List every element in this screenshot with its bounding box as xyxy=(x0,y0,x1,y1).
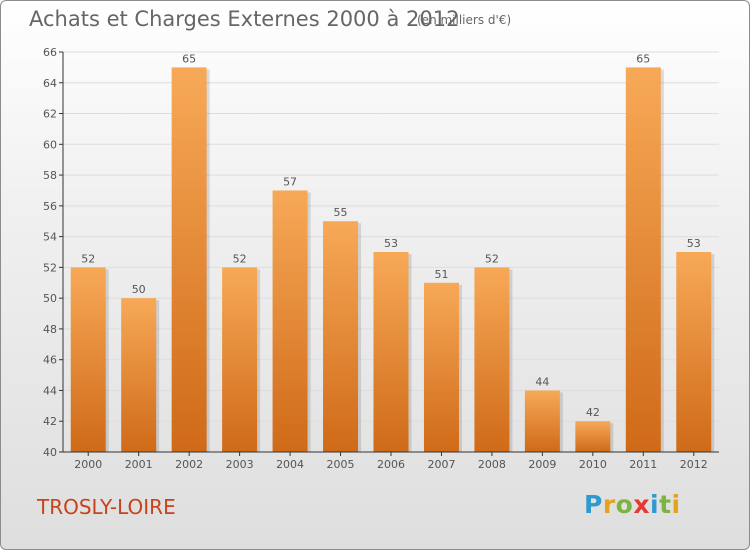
y-tick-label: 40 xyxy=(43,446,57,459)
x-tick-label: 2009 xyxy=(528,458,556,471)
y-tick-label: 42 xyxy=(43,415,57,428)
x-tick-label: 2006 xyxy=(377,458,405,471)
x-tick-label: 2004 xyxy=(276,458,304,471)
place-name: TROSLY-LOIRE xyxy=(37,495,176,519)
bar-value-label: 51 xyxy=(434,268,448,281)
bar-value-label: 50 xyxy=(132,283,146,296)
x-tick-label: 2002 xyxy=(175,458,203,471)
bar-value-label: 42 xyxy=(586,406,600,419)
x-tick-label: 2010 xyxy=(579,458,607,471)
logo-letter: i xyxy=(671,490,681,519)
y-tick-label: 60 xyxy=(43,138,57,151)
proxiti-logo[interactable]: Proxiti xyxy=(584,490,681,519)
bar xyxy=(323,221,359,452)
bar-value-label: 53 xyxy=(687,237,701,250)
chart-title: Achats et Charges Externes 2000 à 2012 xyxy=(29,7,460,31)
logo-letter: P xyxy=(584,490,603,519)
x-tick-label: 2003 xyxy=(226,458,254,471)
bar-value-label: 52 xyxy=(485,252,499,265)
x-tick-label: 2000 xyxy=(74,458,102,471)
bar-value-label: 44 xyxy=(535,375,549,388)
bar-value-label: 65 xyxy=(636,52,650,65)
bar xyxy=(625,67,661,452)
bar xyxy=(272,190,308,452)
logo-letter: r xyxy=(602,490,616,519)
logo-letter: x xyxy=(633,490,650,519)
bar xyxy=(373,252,409,452)
y-tick-label: 54 xyxy=(43,231,57,244)
y-tick-label: 50 xyxy=(43,292,57,305)
bar xyxy=(575,421,611,452)
logo-letter: o xyxy=(615,490,634,519)
bar xyxy=(222,267,258,452)
y-tick-label: 64 xyxy=(43,77,57,90)
chart-unit: (en milliers d'€) xyxy=(417,13,512,27)
x-tick-label: 2011 xyxy=(629,458,657,471)
y-tick-label: 46 xyxy=(43,354,57,367)
bar xyxy=(171,67,207,452)
y-tick-label: 66 xyxy=(43,46,57,59)
bar-value-label: 52 xyxy=(81,252,95,265)
logo-letter: i xyxy=(650,490,660,519)
y-tick-label: 52 xyxy=(43,261,57,274)
x-tick-label: 2012 xyxy=(680,458,708,471)
bar xyxy=(121,298,157,452)
bar-value-label: 65 xyxy=(182,52,196,65)
y-tick-label: 48 xyxy=(43,323,57,336)
y-tick-label: 58 xyxy=(43,169,57,182)
x-tick-label: 2008 xyxy=(478,458,506,471)
x-tick-label: 2001 xyxy=(125,458,153,471)
bar-value-label: 52 xyxy=(233,252,247,265)
y-tick-label: 44 xyxy=(43,384,57,397)
bar-value-label: 55 xyxy=(334,206,348,219)
y-tick-label: 62 xyxy=(43,108,57,121)
bar xyxy=(676,252,712,452)
bar-value-label: 57 xyxy=(283,175,297,188)
x-tick-label: 2007 xyxy=(427,458,455,471)
y-tick-label: 56 xyxy=(43,200,57,213)
logo-letter: t xyxy=(659,490,672,519)
bar xyxy=(70,267,106,452)
bar xyxy=(423,282,459,452)
bar xyxy=(474,267,510,452)
bar xyxy=(524,390,560,452)
x-tick-label: 2005 xyxy=(327,458,355,471)
bar-value-label: 53 xyxy=(384,237,398,250)
